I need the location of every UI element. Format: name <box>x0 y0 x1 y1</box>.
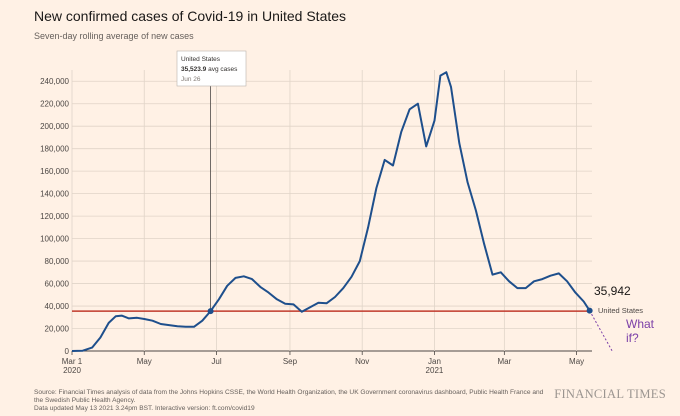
y-tick-label: 60,000 <box>45 280 70 289</box>
tooltip-date: Jun 26 <box>181 76 201 83</box>
x-tick-label: Jul <box>211 357 221 366</box>
x-tick-year-label: 2020 <box>63 366 81 375</box>
what-if-annotation-line2: if? <box>626 331 639 345</box>
x-tick-label: Sep <box>283 357 298 366</box>
gridlines <box>71 70 592 352</box>
x-tick-year-label: 2021 <box>426 366 444 375</box>
y-tick-label: 200,000 <box>40 122 69 131</box>
chart-subtitle: Seven-day rolling average of new cases <box>34 31 194 41</box>
y-tick-label: 100,000 <box>40 235 69 244</box>
financial-times-logo: FINANCIAL TIMES <box>554 387 666 401</box>
y-tick-label: 40,000 <box>45 302 70 311</box>
x-tick-label: May <box>569 357 584 366</box>
tooltip-country: United States <box>181 56 221 63</box>
chart-title: New confirmed cases of Covid-19 in Unite… <box>34 8 347 24</box>
tooltip-unit: avg cases <box>208 66 238 73</box>
tooltip-value: 35,523.9 <box>181 66 207 73</box>
y-tick-label: 220,000 <box>40 100 69 109</box>
end-series-label: United States <box>598 306 643 315</box>
x-tick-label: May <box>137 357 152 366</box>
x-tick-label: Nov <box>355 357 369 366</box>
source-text: Source: Financial Times analysis of data… <box>34 389 544 404</box>
y-tick-label: 140,000 <box>40 190 69 199</box>
tooltip-value-line: 35,523.9 avg cases <box>181 66 238 73</box>
updated-text: Data updated May 13 2021 3.24pm BST. Int… <box>34 405 255 412</box>
what-if-projection-line <box>589 310 613 352</box>
y-tick-label: 0 <box>65 347 70 356</box>
source-footnote: Source: Financial Times analysis of data… <box>34 389 554 413</box>
x-tick-label: Jan <box>428 357 441 366</box>
x-tick-label: Mar <box>497 357 511 366</box>
tooltip-point-marker <box>207 308 214 315</box>
y-tick-label: 120,000 <box>40 212 69 221</box>
what-if-annotation-line1: What <box>626 317 655 331</box>
series-line-united-states <box>71 71 591 352</box>
y-tick-label: 180,000 <box>40 145 69 154</box>
y-tick-label: 20,000 <box>45 325 70 334</box>
y-tick-label: 80,000 <box>45 257 70 266</box>
x-tick-label: Mar 1 <box>62 357 83 366</box>
y-tick-label: 240,000 <box>40 77 69 86</box>
tooltip-box: United States 35,523.9 avg cases Jun 26 <box>176 50 247 87</box>
series-end-marker <box>586 307 593 314</box>
axis-ticks: 0 20,000 40,000 60,000 80,000 100,000 120,000 1… <box>40 77 584 375</box>
y-tick-label: 160,000 <box>40 167 69 176</box>
end-value-label: 35,942 <box>594 284 631 298</box>
